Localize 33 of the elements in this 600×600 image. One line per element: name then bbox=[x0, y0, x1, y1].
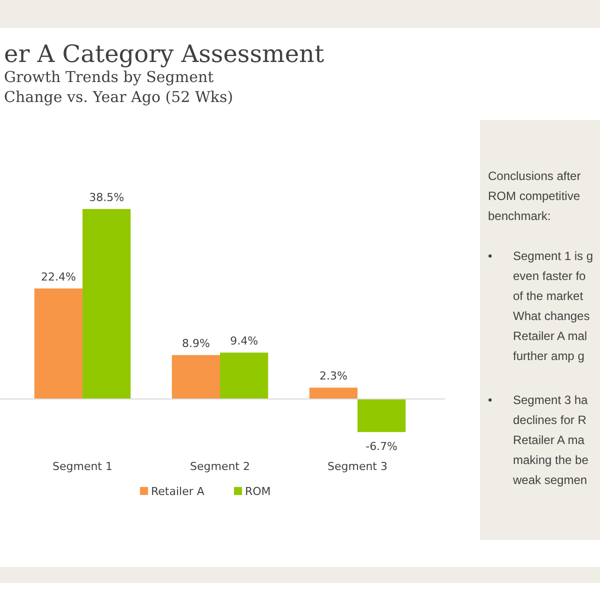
text: declines for R bbox=[513, 413, 587, 427]
text: even faster fo bbox=[513, 269, 586, 283]
data-label: -6.7% bbox=[366, 440, 398, 454]
text: What changes bbox=[513, 309, 590, 323]
legend-label: Retailer A bbox=[151, 485, 205, 498]
bar bbox=[309, 388, 358, 399]
data-label: 9.4% bbox=[230, 334, 258, 348]
data-label: 2.3% bbox=[319, 370, 348, 383]
bar bbox=[220, 352, 268, 399]
x-tick-label: Segment 3 bbox=[328, 460, 388, 473]
bar bbox=[34, 288, 82, 399]
text: making the be bbox=[513, 453, 589, 467]
x-tick-label: Segment 1 bbox=[52, 460, 112, 473]
legend-label: ROM bbox=[245, 485, 271, 498]
text: Retailer A ma bbox=[513, 433, 585, 447]
text: weak segmen bbox=[512, 473, 588, 487]
text: • Segment 3 ha bbox=[488, 393, 588, 407]
bar bbox=[172, 355, 220, 399]
x-tick-label: Segment 2 bbox=[190, 460, 250, 473]
bar bbox=[82, 209, 131, 399]
bar bbox=[358, 399, 406, 432]
chart-subtitle: Growth Trends by Segment Change vs. Year Ago (52 Wks) bbox=[4, 68, 234, 106]
text: further amp g bbox=[513, 349, 584, 363]
text: benchmark: bbox=[488, 209, 551, 223]
text: ROM competitive bbox=[488, 189, 580, 203]
text: • Segment 1 is g bbox=[488, 249, 594, 263]
text: of the market bbox=[513, 289, 584, 303]
data-label: 22.4% bbox=[40, 270, 76, 284]
data-label: 8.9% bbox=[182, 337, 210, 350]
text: Conclusions after bbox=[488, 169, 581, 183]
data-label: 38.5% bbox=[89, 191, 124, 204]
text: Retailer A mal bbox=[513, 329, 588, 343]
chart-title: er A Category Assessment bbox=[4, 40, 324, 68]
